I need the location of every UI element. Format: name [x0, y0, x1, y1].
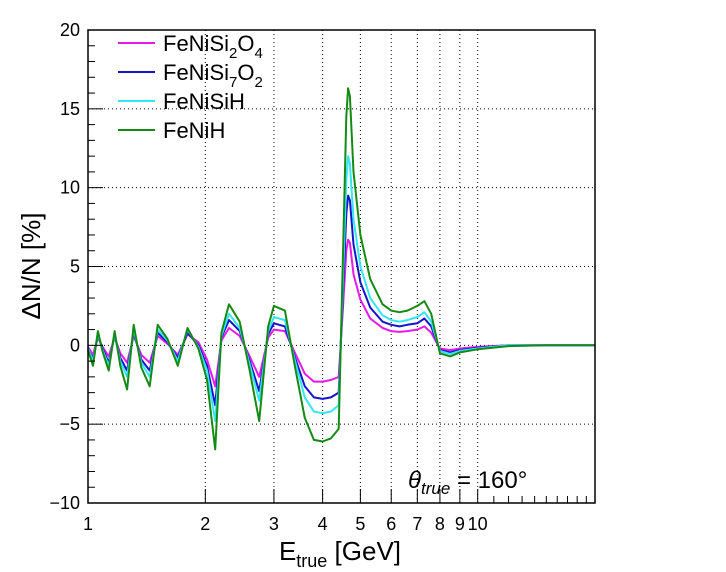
legend-text-part: O: [237, 31, 254, 56]
legend-entry-2: FeNiSiH: [163, 89, 245, 114]
x-axis-label-subscript: true: [296, 551, 327, 571]
y-tick-label: 0: [70, 335, 80, 355]
legend-entry-1: FeNiSi7O2: [163, 60, 263, 91]
x-tick-label: 1: [83, 514, 93, 534]
y-tick-label: −10: [49, 493, 80, 513]
legend-text-part: 4: [254, 45, 262, 62]
series-group: [87, 87, 595, 451]
legend-text-part: 2: [229, 45, 237, 62]
legend-text-part: O: [237, 60, 254, 85]
series-line-3: [87, 87, 595, 451]
x-tick-label: 9: [455, 514, 465, 534]
x-tick-label: 10: [468, 514, 488, 534]
legend-entry-3: FeNiH: [163, 118, 225, 143]
x-tick-label: 4: [318, 514, 328, 534]
x-axis-label: Etrue [GeV]: [279, 536, 401, 571]
legend-text-part: FeNiH: [163, 118, 225, 143]
legend-entry-0: FeNiSi2O4: [163, 31, 263, 62]
x-axis-label-unit: [GeV]: [327, 536, 401, 566]
y-axis-label: ΔN/N [%]: [16, 213, 46, 320]
legend-text-part: 2: [254, 74, 262, 91]
y-tick-label: −5: [59, 414, 80, 434]
theta-annotation: θtrue = 160°: [408, 467, 527, 498]
y-tick-label: 15: [60, 99, 80, 119]
x-tick-label: 3: [269, 514, 279, 534]
x-tick-label: 5: [355, 514, 365, 534]
theta-symbol: θ: [408, 467, 421, 494]
x-axis-label-main: E: [279, 536, 296, 566]
legend-text-part: FeNiSi: [163, 60, 229, 85]
x-tick-label: 6: [386, 514, 396, 534]
theta-value: = 160°: [450, 467, 527, 494]
y-tick-label: 10: [60, 178, 80, 198]
legend-text-part: 7: [229, 74, 237, 91]
x-tick-label: 7: [412, 514, 422, 534]
legend-text-part: FeNiSiH: [163, 89, 245, 114]
theta-subscript: true: [421, 479, 450, 498]
y-tick-label: 5: [70, 257, 80, 277]
x-tick-label: 2: [200, 514, 210, 534]
x-tick-label: 8: [435, 514, 445, 534]
y-tick-label: 20: [60, 20, 80, 40]
legend-text-part: FeNiSi: [163, 31, 229, 56]
